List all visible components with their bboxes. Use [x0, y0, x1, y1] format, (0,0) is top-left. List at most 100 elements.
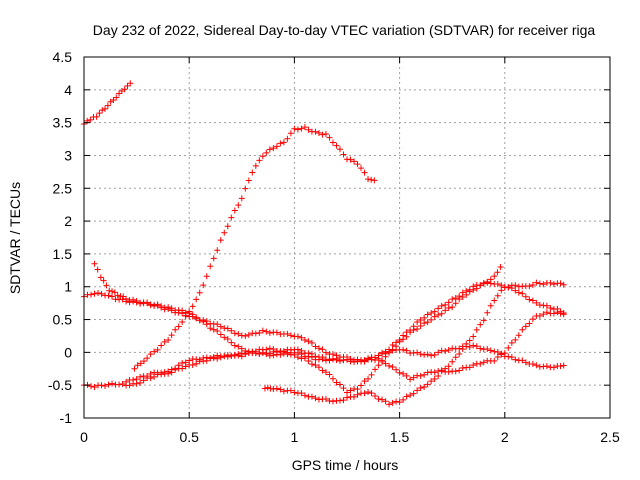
- data-point-marker: [196, 289, 203, 296]
- data-point-marker: [270, 346, 277, 353]
- data-point-marker: [379, 396, 386, 403]
- data-point-marker: [217, 323, 224, 330]
- data-point-marker: [543, 309, 550, 316]
- data-point-marker: [361, 357, 368, 364]
- data-point-marker: [382, 398, 389, 405]
- data-point-marker: [312, 395, 319, 402]
- data-point-marker: [111, 289, 118, 296]
- data-point-marker: [494, 354, 501, 361]
- data-point-marker: [372, 354, 379, 361]
- data-point-marker: [491, 357, 498, 364]
- data-point-marker: [203, 273, 210, 280]
- data-point-marker: [389, 346, 396, 353]
- data-point-marker: [414, 326, 421, 333]
- data-point-marker: [238, 353, 245, 360]
- data-point-marker: [231, 342, 238, 349]
- data-point-marker: [165, 336, 172, 343]
- data-point-marker: [291, 125, 298, 132]
- data-point-marker: [452, 294, 459, 301]
- tick-labels-layer: 0 0.5 1 1.5 2 2.5 -1 -0.5 0 0.5 1 1.5 2 2.5 3 3.5 4 4.5: [48, 49, 620, 445]
- data-point-marker: [393, 343, 400, 350]
- x-tick-label: 1.5: [390, 429, 410, 445]
- data-point-marker: [312, 353, 319, 360]
- data-point-marker: [114, 292, 121, 299]
- data-point-marker: [231, 330, 238, 337]
- data-point-marker: [95, 290, 102, 297]
- data-point-marker: [358, 382, 365, 389]
- data-point-marker: [480, 317, 487, 324]
- data-point-marker: [127, 80, 134, 87]
- data-point-marker: [522, 359, 529, 366]
- data-point-marker: [463, 340, 470, 347]
- y-tick-label: 4.5: [53, 49, 73, 65]
- data-point-marker: [270, 145, 277, 152]
- data-point-marker: [305, 357, 312, 364]
- data-point-marker: [284, 330, 291, 337]
- data-point-marker: [322, 131, 329, 138]
- data-point-marker: [298, 347, 305, 354]
- data-point-marker: [133, 376, 140, 383]
- data-point-marker: [470, 287, 477, 294]
- y-tick-label: 3: [64, 147, 72, 163]
- data-point-marker: [196, 317, 203, 324]
- data-point-marker: [130, 376, 137, 383]
- data-point-marker: [557, 363, 564, 370]
- data-point-marker: [508, 339, 515, 346]
- data-point-marker: [322, 369, 329, 376]
- data-point-marker: [431, 375, 438, 382]
- data-point-marker: [88, 383, 95, 390]
- data-point-marker: [424, 319, 431, 326]
- data-point-marker: [186, 310, 193, 317]
- data-point-marker: [533, 362, 540, 369]
- y-tick-label: 1.5: [53, 246, 73, 262]
- data-point-marker: [442, 365, 449, 372]
- data-point-marker: [291, 389, 298, 396]
- data-point-marker: [375, 362, 382, 369]
- data-point-marker: [473, 285, 480, 292]
- data-point-marker: [540, 281, 547, 288]
- x-axis-label: GPS time / hours: [292, 457, 399, 473]
- data-point-marker: [417, 322, 424, 329]
- data-point-marker: [280, 348, 287, 355]
- data-point-marker: [368, 390, 375, 397]
- data-point-marker: [368, 176, 375, 183]
- data-point-marker: [336, 146, 343, 153]
- data-point-marker: [428, 378, 435, 385]
- data-point-marker: [421, 351, 428, 358]
- data-point-marker: [224, 353, 231, 360]
- data-point-marker: [123, 378, 130, 385]
- data-point-marker: [154, 346, 161, 353]
- data-point-marker: [140, 358, 147, 365]
- data-point-marker: [161, 369, 168, 376]
- y-tick-label: 0.5: [53, 312, 73, 328]
- data-point-marker: [536, 312, 543, 319]
- x-tick-label: 0: [80, 429, 88, 445]
- data-point-marker: [326, 134, 333, 141]
- y-tick-label: 0: [64, 344, 72, 360]
- data-point-marker: [326, 397, 333, 404]
- data-point-marker: [137, 379, 144, 386]
- y-tick-label: 4: [64, 82, 72, 98]
- data-point-marker: [547, 304, 554, 311]
- data-point-marker: [497, 264, 504, 271]
- data-point-marker: [228, 339, 235, 346]
- data-point-marker: [389, 363, 396, 370]
- data-point-marker: [505, 283, 512, 290]
- data-point-marker: [400, 336, 407, 343]
- data-point-marker: [470, 333, 477, 340]
- data-point-marker: [347, 156, 354, 163]
- data-point-marker: [259, 153, 266, 160]
- data-point-marker: [470, 342, 477, 349]
- data-point-marker: [294, 126, 301, 133]
- data-point-marker: [224, 336, 231, 343]
- data-point-marker: [273, 143, 280, 150]
- data-point-marker: [463, 291, 470, 298]
- data-point-marker: [147, 351, 154, 358]
- data-point-marker: [151, 348, 158, 355]
- data-point-marker: [98, 290, 105, 297]
- x-tick-label: 0.5: [179, 429, 199, 445]
- data-point-marker: [273, 329, 280, 336]
- data-point-marker: [340, 357, 347, 364]
- data-point-marker: [487, 302, 494, 309]
